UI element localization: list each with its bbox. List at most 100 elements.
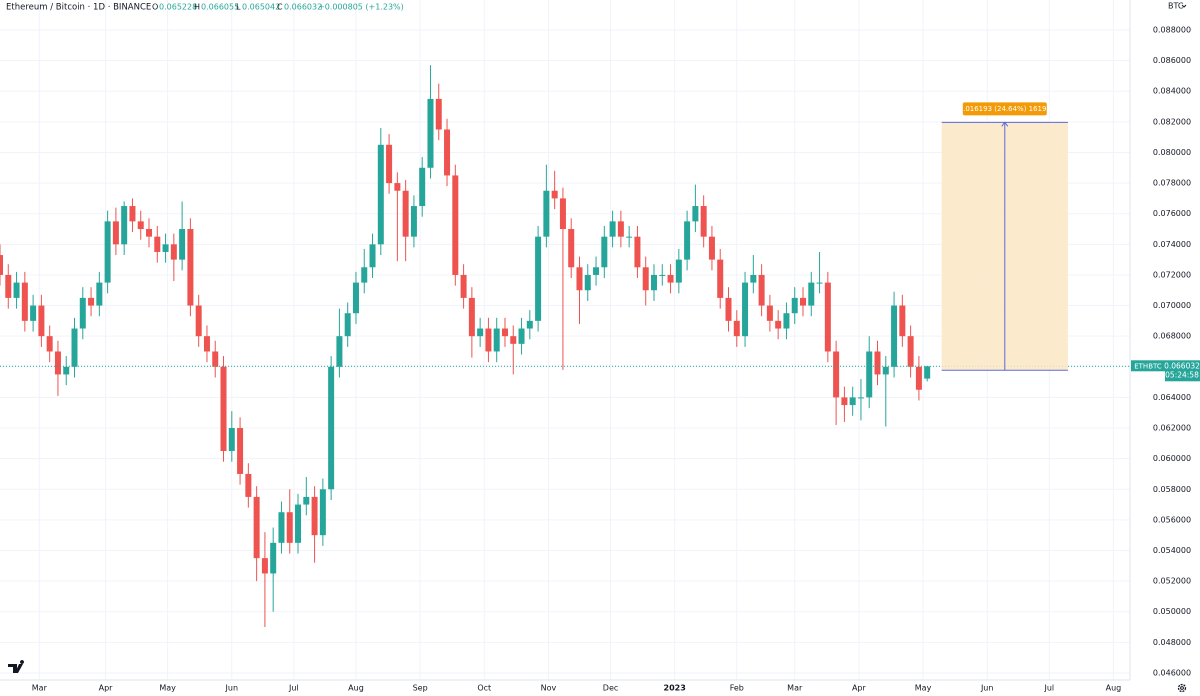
candle-body bbox=[38, 305, 45, 337]
candle-body bbox=[13, 282, 20, 298]
candle-body bbox=[924, 366, 931, 379]
candle-body bbox=[510, 336, 517, 344]
candle-body bbox=[692, 206, 699, 222]
candle-body bbox=[311, 496, 318, 536]
h-label: H bbox=[194, 3, 200, 12]
candle-body bbox=[0, 255, 3, 275]
candle-body bbox=[634, 236, 641, 268]
x-tick-label: Dec bbox=[603, 684, 618, 693]
change: +0.000805 (+1.23%) bbox=[318, 3, 404, 12]
y-tick-label: 0.076000 bbox=[1153, 209, 1191, 218]
candle-body bbox=[833, 351, 840, 398]
candle-body bbox=[601, 236, 608, 268]
candle-body bbox=[501, 328, 508, 337]
y-tick-label: 0.068000 bbox=[1153, 332, 1191, 341]
candle-body bbox=[386, 144, 393, 184]
c-value: 0.066032 bbox=[284, 3, 322, 12]
y-tick-label: 0.082000 bbox=[1153, 117, 1191, 126]
candle-body bbox=[460, 274, 467, 298]
x-tick-label: Jun bbox=[225, 684, 239, 693]
candle-body bbox=[112, 221, 119, 245]
candle-body bbox=[427, 98, 434, 168]
candle-body bbox=[146, 229, 153, 237]
candle-body bbox=[468, 297, 475, 337]
y-tick-label: 0.050000 bbox=[1153, 607, 1191, 616]
candle-body bbox=[609, 221, 616, 237]
symbol-tag bbox=[1131, 360, 1165, 372]
candle-body bbox=[477, 328, 484, 337]
x-tick-label: May bbox=[915, 684, 932, 693]
candle-body bbox=[650, 274, 657, 291]
candle-body bbox=[30, 305, 37, 321]
candle-body bbox=[71, 328, 78, 367]
x-tick-label: Jul bbox=[288, 684, 299, 693]
y-tick-label: 0.052000 bbox=[1153, 577, 1191, 586]
candle-body bbox=[21, 282, 28, 321]
y-tick-label: 0.084000 bbox=[1153, 87, 1191, 96]
candle-body bbox=[104, 221, 111, 283]
candle-body bbox=[444, 129, 451, 176]
candle-body bbox=[742, 282, 749, 337]
currency[interactable]: BTC bbox=[1168, 2, 1184, 11]
x-tick-label: Feb bbox=[730, 684, 744, 693]
candle-body bbox=[576, 267, 583, 291]
candle-body bbox=[568, 229, 575, 268]
candle-body bbox=[667, 274, 674, 283]
candle-body bbox=[526, 320, 533, 329]
candle-body bbox=[228, 428, 235, 451]
y-tick-label: 0.062000 bbox=[1153, 424, 1191, 433]
candle-body bbox=[783, 313, 790, 329]
candle-body bbox=[642, 267, 649, 291]
candle-body bbox=[808, 282, 815, 306]
candle-body bbox=[319, 489, 326, 536]
candle-body bbox=[278, 512, 285, 543]
c-label: C bbox=[277, 3, 283, 12]
candle-body bbox=[137, 221, 144, 230]
candle-body bbox=[708, 236, 715, 260]
o-value: 0.065228 bbox=[159, 3, 197, 12]
candle-body bbox=[203, 336, 210, 352]
tv-logo bbox=[8, 660, 25, 673]
candle-body bbox=[543, 190, 550, 237]
y-tick-label: 0.086000 bbox=[1153, 56, 1191, 65]
x-tick-label: Apr bbox=[852, 684, 867, 693]
measure-arrowhead bbox=[1001, 121, 1009, 127]
y-tick-label: 0.046000 bbox=[1153, 668, 1191, 677]
candle-body bbox=[559, 198, 566, 230]
candle-body bbox=[841, 397, 848, 406]
o-label: O bbox=[152, 3, 158, 12]
candle-body bbox=[352, 282, 359, 314]
candle-body bbox=[286, 512, 293, 543]
y-tick-label: 0.078000 bbox=[1153, 179, 1191, 188]
x-tick-label: Aug bbox=[348, 684, 364, 693]
candle-body bbox=[535, 236, 542, 321]
x-tick-label: Aug bbox=[1106, 684, 1122, 693]
candle-body bbox=[336, 336, 343, 367]
x-tick-label: Nov bbox=[541, 684, 557, 693]
candle-body bbox=[402, 190, 409, 237]
candle-body bbox=[344, 313, 351, 337]
candle-body bbox=[882, 366, 889, 375]
settings-icon[interactable] bbox=[1177, 683, 1187, 693]
candle-body bbox=[617, 221, 624, 237]
candle-body bbox=[63, 366, 70, 375]
measure-label-bg bbox=[962, 102, 1047, 116]
candle-body bbox=[675, 259, 682, 283]
y-tick-label: 0.064000 bbox=[1153, 393, 1191, 402]
candle-body bbox=[775, 320, 782, 329]
x-tick-label: 2023 bbox=[664, 684, 686, 693]
candle-body bbox=[874, 351, 881, 375]
candle-body bbox=[717, 259, 724, 298]
candle-body bbox=[121, 206, 128, 245]
candle-body bbox=[518, 328, 525, 344]
candle-body bbox=[237, 428, 244, 474]
candle-body bbox=[593, 267, 600, 275]
candle-body bbox=[493, 328, 500, 352]
header: Ethereum / Bitcoin · 1D · BINANCE O 0.06… bbox=[6, 3, 404, 13]
y-tick-label: 0.080000 bbox=[1153, 148, 1191, 157]
y-tick-label: 0.072000 bbox=[1153, 270, 1191, 279]
candle-body bbox=[766, 305, 773, 321]
candle-body bbox=[584, 274, 591, 291]
candle-body bbox=[410, 206, 417, 237]
candle-body bbox=[245, 473, 252, 497]
